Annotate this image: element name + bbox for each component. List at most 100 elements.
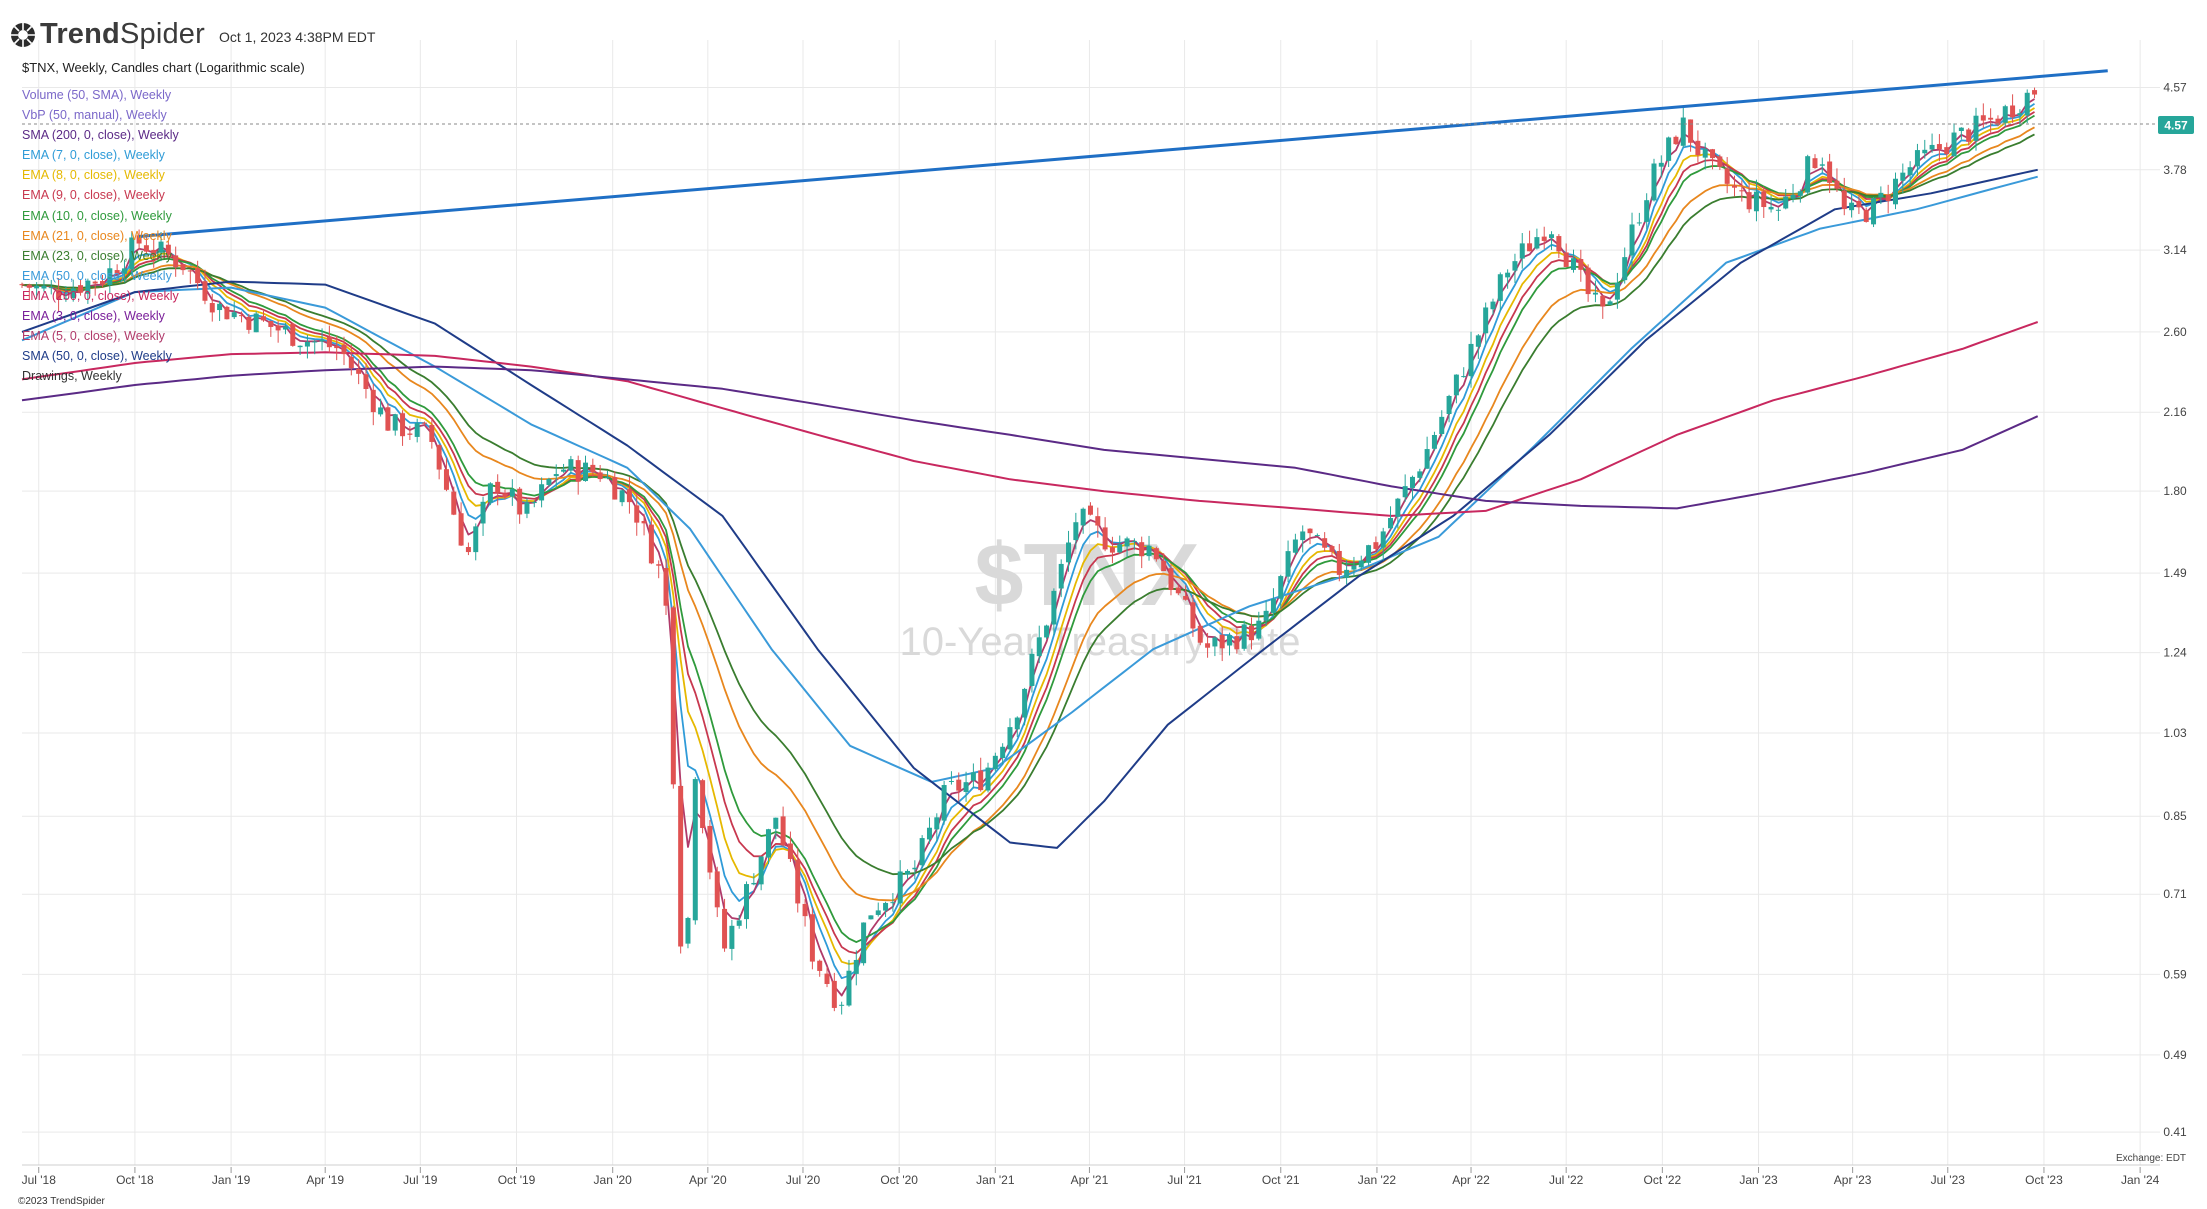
candle-body xyxy=(370,389,376,413)
indicator-item[interactable]: EMA (3, 0, close), Weekly xyxy=(22,309,165,324)
candle xyxy=(524,498,530,519)
candle xyxy=(861,922,867,966)
candle-body xyxy=(1395,498,1401,517)
candle xyxy=(19,282,25,288)
candle xyxy=(1227,632,1233,656)
candle-body xyxy=(1409,476,1415,488)
indicator-item[interactable]: EMA (9, 0, close), Weekly xyxy=(22,188,165,203)
price-tick-label: 3.14 xyxy=(2163,243,2187,257)
candle-body xyxy=(1512,261,1518,271)
candle-body xyxy=(312,341,318,343)
trendline[interactable] xyxy=(138,69,2108,239)
indicator-item[interactable]: SMA (200, 0, close), Weekly xyxy=(22,128,179,143)
candle-body xyxy=(70,288,76,299)
indicator-item[interactable]: EMA (5, 0, close), Weekly xyxy=(22,329,165,344)
indicator-item[interactable]: VbP (50, manual), Weekly xyxy=(22,108,167,123)
indicator-item[interactable]: SMA (50, 0, close), Weekly xyxy=(22,349,172,364)
candle-body xyxy=(1673,136,1679,145)
candle xyxy=(356,359,362,385)
candle-body xyxy=(458,513,464,546)
candle-body xyxy=(261,316,267,321)
candle-body xyxy=(773,817,779,829)
candle xyxy=(1936,134,1942,162)
indicator-item[interactable]: EMA (8, 0, close), Weekly xyxy=(22,168,165,183)
candle-body xyxy=(663,568,669,606)
candle-body xyxy=(1212,637,1218,647)
indicator-item[interactable]: EMA (23, 0, close), Weekly xyxy=(22,248,172,263)
candle-body xyxy=(714,871,720,908)
candle xyxy=(1944,142,1950,163)
indicator-item[interactable]: EMA (50, 0, close), Weekly xyxy=(22,268,172,283)
indicator-item[interactable]: EMA (10, 0, close), Weekly xyxy=(22,208,172,223)
candle xyxy=(883,901,889,918)
candle-body xyxy=(1907,167,1913,176)
time-axis[interactable]: Jul '18 Oct '18 Jan '19 Apr '19 Jul '19 Oct '… xyxy=(22,1164,2160,1187)
candle xyxy=(568,455,574,474)
candle xyxy=(1080,507,1086,534)
time-tick-label: Oct '18 xyxy=(116,1173,154,1187)
logo-text-regular: Spider xyxy=(119,18,205,50)
indicator-item[interactable]: EMA (21, 0, close), Weekly xyxy=(22,228,172,243)
candle xyxy=(1336,543,1342,582)
candle xyxy=(670,605,676,789)
candle-body xyxy=(1241,624,1247,649)
time-tick-label: Jul '22 xyxy=(1549,1173,1584,1187)
candle-body xyxy=(751,882,757,885)
candle xyxy=(509,479,515,506)
price-axis[interactable]: 4.57 3.78 3.14 2.60 2.16 1.80 1.49 1.24 1.03 0.85… xyxy=(2163,81,2187,1140)
candle-body xyxy=(1768,206,1774,210)
candle xyxy=(1812,154,1818,169)
candle-body xyxy=(407,433,413,435)
candle-body xyxy=(1929,144,1935,150)
candle-body xyxy=(1300,531,1306,541)
candle-body xyxy=(1146,545,1152,557)
candle-body xyxy=(436,445,442,470)
indicator-legend: Volume (50, SMA), Weekly VbP (50, manual)… xyxy=(22,85,179,386)
candle xyxy=(1680,105,1686,148)
indicator-item[interactable]: EMA (7, 0, close), Weekly xyxy=(22,148,165,163)
candle xyxy=(1124,536,1130,558)
candle xyxy=(334,335,340,361)
time-tick-label: Jan '23 xyxy=(1739,1173,1778,1187)
candle-body xyxy=(1629,224,1635,256)
candle xyxy=(1658,155,1664,178)
candle-body xyxy=(187,270,193,272)
candle xyxy=(561,463,567,473)
candle xyxy=(92,280,98,296)
candle-body xyxy=(1366,545,1372,563)
candle xyxy=(539,477,545,508)
indicator-item[interactable]: Drawings, Weekly xyxy=(22,369,122,384)
candle-body xyxy=(1278,576,1284,599)
candle xyxy=(824,966,830,988)
candle-body xyxy=(143,245,149,252)
candle xyxy=(985,762,991,793)
candle xyxy=(1527,230,1533,252)
candle-body xyxy=(612,477,618,500)
trendspider-logo[interactable]: TrendSpider xyxy=(10,18,205,51)
last-price-tag: 4.57 xyxy=(2158,116,2194,134)
candle xyxy=(934,813,940,842)
candle-body xyxy=(670,607,676,785)
candle-body xyxy=(48,287,54,289)
candle xyxy=(282,322,288,335)
indicator-item[interactable]: EMA (200, 0, close), Weekly xyxy=(22,288,179,303)
candle-body xyxy=(1578,259,1584,270)
candle-body xyxy=(1519,243,1525,259)
candle xyxy=(173,246,179,277)
candle xyxy=(597,465,603,482)
candle xyxy=(253,311,259,333)
indicator-item[interactable]: Volume (50, SMA), Weekly xyxy=(22,88,172,102)
drawings-layer[interactable] xyxy=(138,69,2108,239)
candle xyxy=(795,848,801,913)
candle-body xyxy=(363,374,369,389)
candle xyxy=(656,560,662,579)
candle-body xyxy=(443,469,449,490)
candle xyxy=(1314,533,1320,537)
candle-body xyxy=(729,925,735,949)
candle-body xyxy=(282,326,288,330)
candle-body xyxy=(1248,625,1254,641)
chart-title[interactable]: $TNX, Weekly, Candles chart (Logarithmic… xyxy=(22,60,305,75)
candle-body xyxy=(1790,194,1796,199)
candle-body xyxy=(19,284,25,286)
